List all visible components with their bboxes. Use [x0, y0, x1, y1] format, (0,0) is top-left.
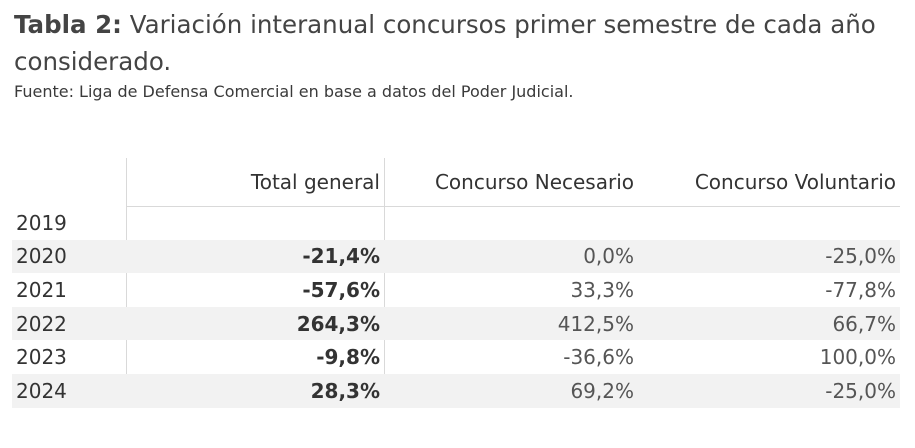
cell-voluntario: 66,7%: [832, 311, 896, 336]
table-body: 2019 2020 -21,4% 0,0% -25,0% 2021 -57,6%…: [12, 206, 900, 408]
cell-necesario: 0,0%: [583, 244, 634, 269]
cell-voluntario: -77,8%: [825, 277, 896, 302]
header-concurso-voluntario: Concurso Voluntario: [694, 170, 896, 194]
cell-voluntario: -25,0%: [825, 378, 896, 403]
cell-necesario: 69,2%: [570, 378, 634, 403]
table-row: 2021 -57,6% 33,3% -77,8%: [12, 273, 900, 307]
data-table: Total general Concurso Necesario Concurs…: [12, 158, 900, 408]
cell-year: 2019: [16, 210, 67, 235]
table-row: 2019: [12, 206, 900, 240]
cell-total: -57,6%: [302, 277, 380, 302]
header-total-general: Total general: [250, 170, 380, 194]
title-lead: Tabla 2:: [14, 10, 122, 39]
cell-necesario: -36,6%: [563, 345, 634, 370]
cell-year: 2024: [16, 378, 67, 403]
table-row: 2020 -21,4% 0,0% -25,0%: [12, 239, 900, 274]
cell-total: -21,4%: [302, 244, 380, 269]
cell-voluntario: 100,0%: [819, 345, 896, 370]
cell-necesario: 412,5%: [557, 311, 634, 336]
cell-total: 264,3%: [296, 311, 380, 336]
cell-year: 2020: [16, 244, 67, 269]
header-concurso-necesario: Concurso Necesario: [434, 170, 634, 194]
title-text: Variación interanual concursos primer se…: [14, 10, 876, 76]
cell-necesario: 33,3%: [570, 277, 634, 302]
cell-voluntario: -25,0%: [825, 244, 896, 269]
table-row: 2022 264,3% 412,5% 66,7%: [12, 306, 900, 341]
cell-total: 28,3%: [310, 378, 380, 403]
table-header-row: Total general Concurso Necesario Concurs…: [12, 158, 900, 206]
cell-year: 2023: [16, 345, 67, 370]
divider-total-column: [384, 158, 385, 407]
divider-year-column: [126, 158, 127, 407]
table-row: 2023 -9,8% -36,6% 100,0%: [12, 340, 900, 374]
cell-year: 2022: [16, 311, 67, 336]
table-title: Tabla 2: Variación interanual concursos …: [14, 6, 909, 80]
cell-year: 2021: [16, 277, 67, 302]
table-row: 2024 28,3% 69,2% -25,0%: [12, 373, 900, 408]
title-block: Tabla 2: Variación interanual concursos …: [14, 6, 909, 102]
divider-header: [126, 206, 900, 207]
source-note: Fuente: Liga de Defensa Comercial en bas…: [14, 82, 574, 101]
cell-total: -9,8%: [316, 345, 380, 370]
